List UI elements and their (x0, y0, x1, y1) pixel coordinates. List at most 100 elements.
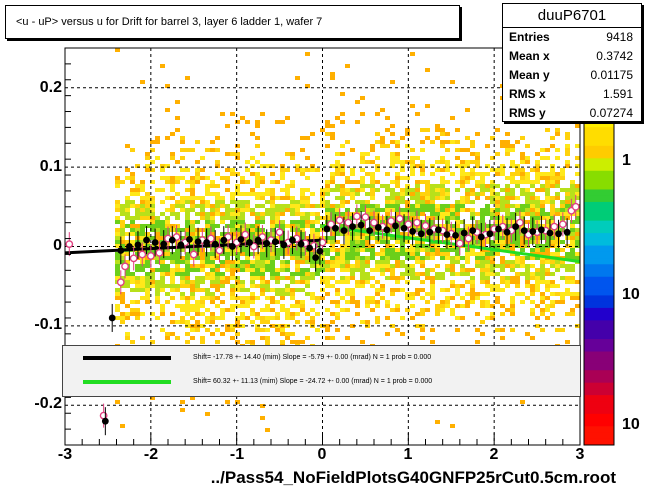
heatmap-cell (420, 212, 425, 216)
heatmap-cell (455, 256, 460, 260)
heatmap-cell (375, 132, 380, 136)
heatmap-cell (215, 136, 220, 140)
heatmap-cell (380, 284, 385, 288)
heatmap-cell (520, 204, 525, 208)
heatmap-cell (315, 260, 320, 264)
heatmap-cell (330, 244, 335, 248)
heatmap-cell (275, 312, 280, 316)
heatmap-cell (480, 216, 485, 220)
pink-profile-point (275, 228, 284, 237)
heatmap-cell (255, 228, 260, 232)
heatmap-cell (495, 272, 500, 276)
heatmap-cell (300, 232, 305, 236)
heatmap-cell (510, 176, 515, 180)
heatmap-cell (485, 240, 490, 244)
heatmap-cell (210, 264, 215, 268)
heatmap-cell (165, 272, 170, 276)
heatmap-cell (150, 396, 155, 400)
heatmap-cell (420, 228, 425, 232)
black-profile-point (392, 222, 399, 230)
heatmap-cell (520, 216, 525, 220)
heatmap-cell (205, 328, 210, 332)
heatmap-cell (495, 296, 500, 300)
heatmap-cell (385, 268, 390, 272)
heatmap-cell (220, 280, 225, 284)
heatmap-cell (375, 212, 380, 216)
heatmap-cell (380, 264, 385, 268)
heatmap-cell (315, 240, 320, 244)
heatmap-cell (125, 240, 130, 244)
heatmap-cell (135, 316, 140, 320)
heatmap-cell (490, 272, 495, 276)
heatmap-cell (540, 260, 545, 264)
heatmap-cell (555, 260, 560, 264)
heatmap-cell (285, 288, 290, 292)
heatmap-cell (145, 300, 150, 304)
heatmap-cell (485, 204, 490, 208)
heatmap-cell (575, 216, 580, 220)
heatmap-cell (325, 268, 330, 272)
heatmap-cell (405, 308, 410, 312)
heatmap-cell (235, 260, 240, 264)
heatmap-cell (410, 248, 415, 252)
heatmap-cell (395, 184, 400, 188)
heatmap-cell (145, 272, 150, 276)
heatmap-cell (310, 204, 315, 208)
heatmap-cell (335, 168, 340, 172)
heatmap-cell (445, 216, 450, 220)
heatmap-cell (160, 164, 165, 168)
heatmap-cell (410, 148, 415, 152)
heatmap-cell (190, 184, 195, 188)
heatmap-cell (440, 128, 445, 132)
heatmap-cell (545, 288, 550, 292)
heatmap-cell (535, 172, 540, 176)
pink-profile-point (344, 218, 353, 227)
heatmap-cell (335, 300, 340, 304)
heatmap-cell (260, 288, 265, 292)
heatmap-cell (540, 296, 545, 300)
heatmap-cell (425, 248, 430, 252)
heatmap-cell (525, 120, 530, 124)
heatmap-cell (145, 288, 150, 292)
heatmap-cell (295, 280, 300, 284)
heatmap-cell (325, 284, 330, 288)
heatmap-cell (195, 180, 200, 184)
heatmap-cell (500, 200, 505, 204)
heatmap-cell (300, 224, 305, 228)
heatmap-cell (185, 304, 190, 308)
heatmap-cell (575, 280, 580, 284)
heatmap-cell (420, 148, 425, 152)
heatmap-cell (535, 196, 540, 200)
heatmap-cell (500, 336, 505, 340)
heatmap-cell (145, 232, 150, 236)
palette-swatch (584, 326, 614, 334)
heatmap-cell (480, 264, 485, 268)
heatmap-cell (545, 148, 550, 152)
heatmap-cell (465, 176, 470, 180)
heatmap-cell (485, 228, 490, 232)
heatmap-cell (530, 180, 535, 184)
heatmap-cell (225, 204, 230, 208)
heatmap-cell (125, 316, 130, 320)
heatmap-cell (380, 268, 385, 272)
heatmap-cell (205, 276, 210, 280)
heatmap-cell (335, 260, 340, 264)
heatmap-cell (455, 224, 460, 228)
heatmap-cell (375, 268, 380, 272)
heatmap-cell (265, 320, 270, 324)
heatmap-cell (545, 220, 550, 224)
heatmap-cell (550, 212, 555, 216)
heatmap-cell (280, 276, 285, 280)
heatmap-cell (310, 220, 315, 224)
heatmap-cell (240, 204, 245, 208)
heatmap-cell (225, 400, 230, 404)
heatmap-cell (515, 232, 520, 236)
heatmap-cell (115, 236, 120, 240)
heatmap-cell (325, 248, 330, 252)
heatmap-cell (415, 192, 420, 196)
heatmap-cell (330, 336, 335, 340)
heatmap-cell (330, 164, 335, 168)
heatmap-cell (535, 324, 540, 328)
heatmap-cell (115, 48, 120, 52)
heatmap-cell (480, 292, 485, 296)
